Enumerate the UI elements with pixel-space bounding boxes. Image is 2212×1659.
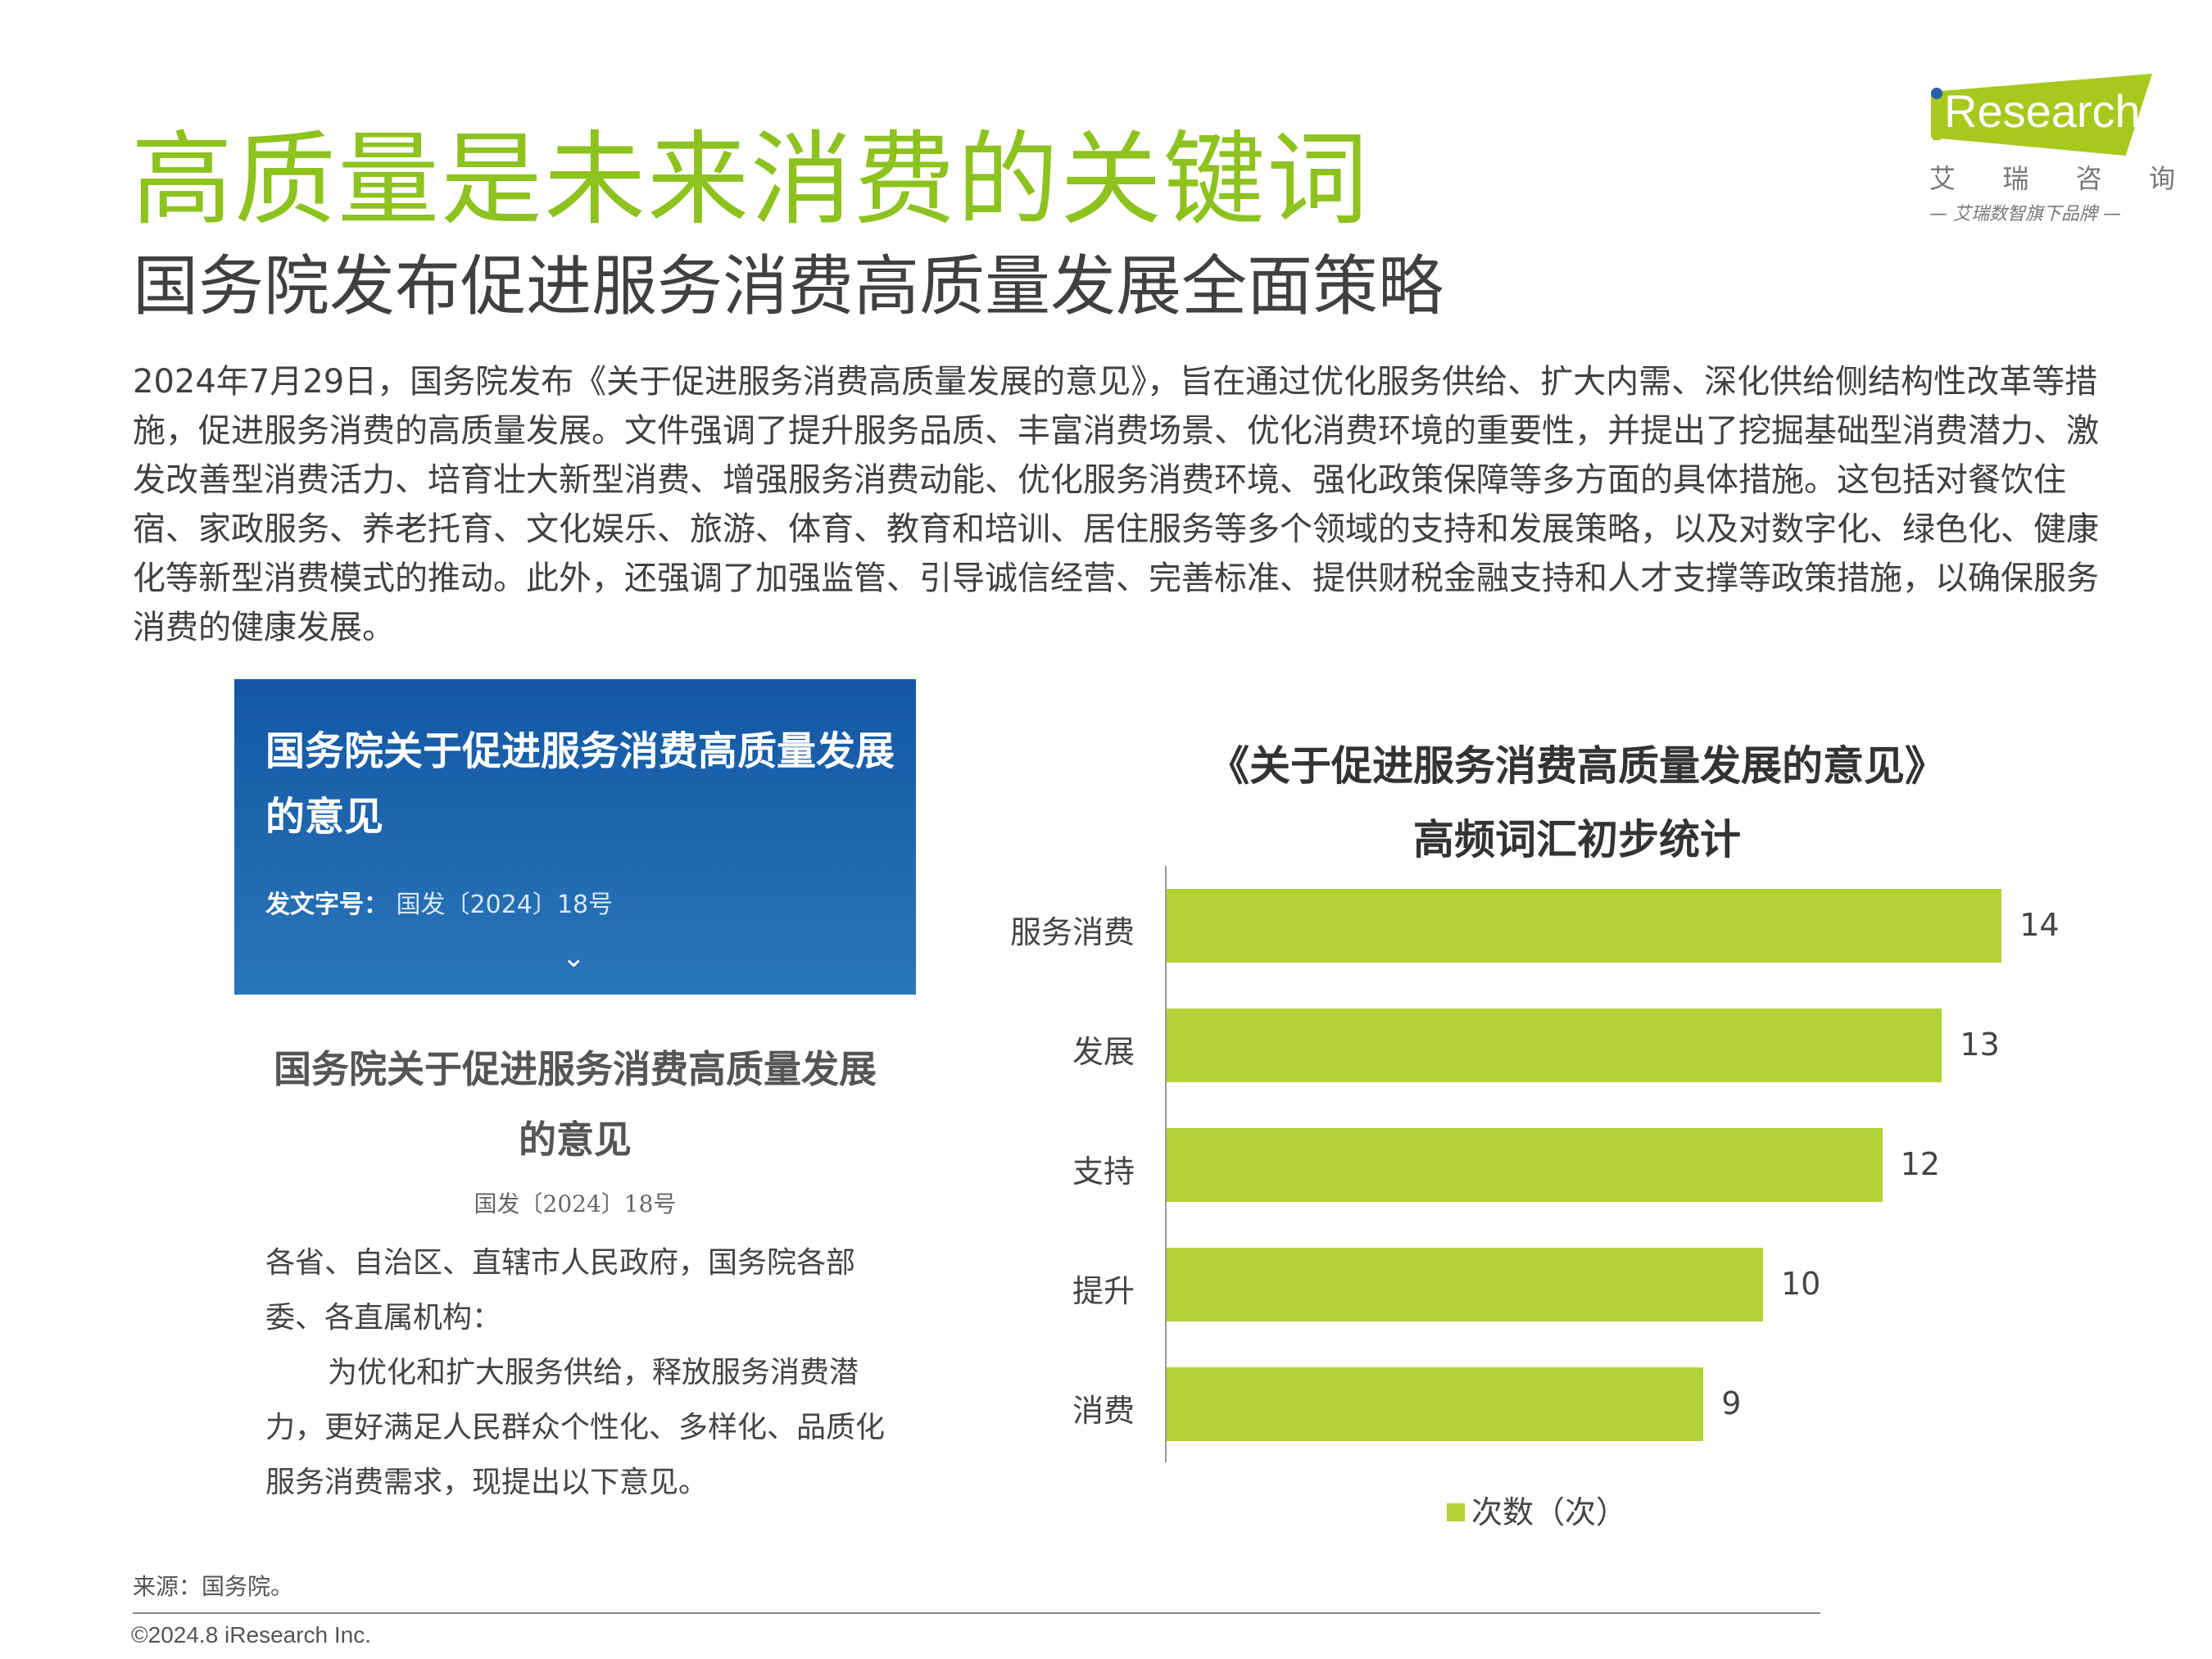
chart-title-line2: 高频词汇初步统计 — [1413, 816, 1741, 863]
bar — [1167, 1128, 1883, 1202]
chevron-down-icon[interactable]: ⌄ — [562, 941, 586, 974]
card-meta: 发文字号： 国发〔2024〕18号 — [265, 884, 613, 920]
doc-salutation: 各省、自治区、直辖市人民政府，国务院各部委、各直属机构： — [265, 1246, 856, 1335]
chart-legend: 次数（次） — [1447, 1487, 1627, 1532]
copyright: ©2024.8 iResearch Inc. — [131, 1622, 372, 1648]
data-label: 14 — [2019, 907, 2060, 943]
category-label: 提升 — [1072, 1273, 1135, 1309]
document-header-card: 国务院关于促进服务消费高质量发展的意见 发文字号： 国发〔2024〕18号 ⌄ — [234, 679, 916, 995]
data-label: 9 — [1721, 1385, 1742, 1421]
bar — [1167, 1009, 1942, 1082]
category-label: 发展 — [1072, 1034, 1135, 1070]
document-excerpt: 国务院关于促进服务消费高质量发展的意见 国发〔2024〕18号 各省、自治区、直… — [234, 1034, 916, 1510]
chart-title-line1: 《关于促进服务消费高质量发展的意见》 — [1208, 742, 1946, 790]
bar — [1167, 1248, 1763, 1321]
category-label: 服务消费 — [1009, 914, 1135, 950]
doc-body: 为优化和扩大服务供给，释放服务消费潜力，更好满足人民群众个性化、多样化、品质化服… — [265, 1356, 886, 1499]
logo-char: 询 — [2148, 163, 2175, 194]
logo-tagline: — 艾瑞数智旗下品牌 — — [1929, 204, 2121, 224]
bar — [1167, 889, 2002, 963]
legend-label: 次数（次） — [1471, 1494, 1628, 1530]
data-label: 10 — [1781, 1266, 1821, 1302]
page-title: 高质量是未来消费的关键词 — [131, 121, 1371, 239]
source-note: 来源：国务院。 — [133, 1573, 294, 1600]
chart-axis — [1165, 866, 1167, 1462]
data-label: 12 — [1900, 1146, 1940, 1182]
doc-title: 国务院关于促进服务消费高质量发展的意见 — [274, 1047, 877, 1162]
footer-divider — [133, 1612, 1820, 1614]
card-title: 国务院关于促进服务消费高质量发展的意见 — [265, 728, 895, 840]
meta-label: 发文字号： — [265, 891, 388, 919]
logo-char: 咨 — [2075, 163, 2102, 194]
legend-swatch — [1447, 1503, 1465, 1521]
meta-value: 国发〔2024〕18号 — [396, 891, 614, 919]
category-label: 支持 — [1072, 1154, 1135, 1190]
data-label: 13 — [1960, 1027, 2000, 1063]
page-subtitle: 国务院发布促进服务消费高质量发展全面策略 — [133, 248, 1444, 324]
intro-paragraph: 2024年7月29日，国务院发布《关于促进服务消费高质量发展的意见》，旨在通过优… — [133, 363, 2099, 646]
category-label: 消费 — [1072, 1393, 1135, 1429]
iresearch-logo: Research 艾 瑞 咨 询 — 艾瑞数智旗下品牌 — — [1921, 70, 2183, 225]
logo-char: 艾 — [1929, 163, 1956, 194]
doc-number: 国发〔2024〕18号 — [474, 1190, 677, 1217]
logo-char: 瑞 — [2002, 163, 2029, 194]
logo-word: Research — [1944, 85, 2141, 137]
bar — [1167, 1367, 1704, 1441]
